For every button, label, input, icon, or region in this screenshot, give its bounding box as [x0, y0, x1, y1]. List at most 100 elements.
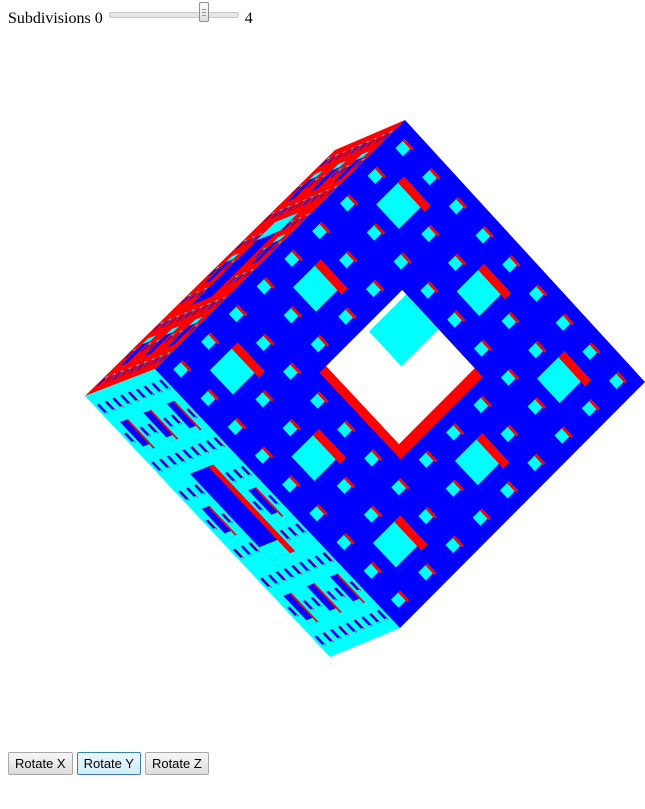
slider-min-label: 0: [94, 10, 103, 27]
top-face-hole-floor: [340, 166, 348, 174]
side-face-hole: [232, 548, 245, 560]
side-face-hole: [190, 464, 295, 561]
front-face-hole-floor: [344, 486, 353, 496]
front-face-hole-floor: [344, 543, 353, 552]
side-face-hole-edge: [172, 400, 202, 431]
top-face-hole: [234, 271, 247, 282]
top-face-hole-floor: [130, 365, 138, 373]
top-face-hole: [120, 335, 157, 366]
side-face-hole-edge: [141, 426, 152, 437]
side-face-hole: [349, 581, 362, 592]
top-face-hole: [168, 314, 180, 325]
top-face-hole-floor: [190, 292, 198, 300]
side-face-hole-floor: [182, 460, 186, 464]
side-face-hole: [151, 461, 163, 473]
side-face-hole: [166, 455, 179, 467]
front-face-hole-floor: [347, 204, 356, 214]
front-face-hole-floor: [427, 291, 437, 301]
front-face-hole-floor: [232, 373, 259, 399]
front-face-hole-floor: [181, 370, 190, 379]
front-face-hole-edge: [558, 351, 591, 387]
side-face-hole-edge: [289, 592, 319, 623]
side-face-hole-floor: [197, 454, 202, 457]
side-face-hole-floor: [294, 615, 299, 618]
slider-thumb[interactable]: [198, 2, 209, 22]
top-face-hole: [353, 158, 366, 169]
front-face-hole-floor: [262, 456, 272, 466]
webgl-canvas[interactable]: [0, 40, 645, 740]
side-face-hole-edge: [242, 545, 253, 556]
side-face-hole: [178, 490, 190, 502]
front-face-hole-floor: [426, 517, 435, 526]
top-face-hole-edge: [183, 311, 188, 315]
top-face-hole-floor: [360, 142, 368, 150]
side-face-hole: [135, 388, 148, 400]
front-face-hole-edge: [479, 508, 491, 521]
side-face-hole-edge: [137, 388, 148, 399]
side-face-hole-edge: [289, 526, 299, 537]
side-face-hole-edge: [289, 606, 299, 617]
front-face-hole-edge: [616, 371, 627, 384]
front-face-hole-edge: [371, 449, 383, 461]
top-face-hole-floor: [210, 259, 234, 281]
top-face-hole-edge: [155, 339, 160, 343]
top-face-hole-floor: [197, 289, 206, 297]
top-face-hole: [294, 198, 307, 209]
side-face-hole: [120, 394, 132, 406]
slider-track[interactable]: [108, 12, 239, 18]
side-face-hole: [139, 426, 152, 438]
side-face-hole: [174, 452, 187, 464]
front-face-hole-floor: [236, 315, 246, 324]
side-face-hole: [182, 449, 194, 460]
front-face-hole-edge: [428, 224, 440, 237]
rotate-x-button[interactable]: Rotate X: [8, 752, 73, 775]
top-face-hole: [310, 160, 347, 192]
top-face-hole-edge: [334, 153, 339, 157]
top-face-hole-floor: [375, 135, 384, 143]
side-face-hole-floor: [240, 557, 244, 560]
menger-sponge-render: [85, 120, 645, 657]
top-face-hole: [152, 321, 165, 332]
front-face-hole-edge: [291, 249, 303, 262]
front-face-hole-edge: [478, 264, 511, 300]
front-face-hole-floor: [453, 433, 463, 442]
side-face-hole: [330, 573, 365, 606]
top-face-hole-edge: [221, 296, 227, 300]
side-face-hole-edge: [122, 394, 132, 405]
top-face-hole-edge: [332, 160, 347, 171]
side-face-hole-edge: [160, 458, 171, 469]
front-face-hole-edge: [344, 420, 356, 432]
front-face-hole: [555, 313, 574, 333]
front-face-hole-floor: [456, 207, 465, 216]
top-face-hole-edge: [111, 372, 117, 376]
top-face-hole-floor: [352, 145, 360, 153]
side-face-hole: [96, 403, 109, 415]
top-face-hole-edge: [188, 316, 203, 326]
side-face-hole-floor: [213, 448, 217, 451]
rotate-z-button[interactable]: Rotate Z: [144, 752, 209, 775]
front-face-hole-edge: [347, 194, 359, 206]
top-face-hole: [270, 240, 282, 252]
side-face-hole-edge: [370, 613, 381, 623]
front-face-hole-floor: [559, 381, 585, 408]
top-face-hole: [120, 366, 132, 377]
side-face-hole-floor: [368, 624, 373, 627]
front-face-hole-edge: [234, 417, 246, 430]
front-face-hole-edge: [180, 360, 192, 372]
top-face-hole-floor: [312, 194, 320, 202]
side-face-hole-edge: [316, 635, 327, 646]
top-face-hole-edge: [308, 170, 323, 181]
top-face-hole-floor: [225, 262, 234, 270]
top-face-hole-edge: [234, 274, 239, 278]
top-face-hole: [203, 253, 240, 284]
top-face-hole: [282, 219, 295, 230]
top-face-hole-edge: [135, 363, 140, 367]
rotate-y-button[interactable]: Rotate Y: [76, 752, 141, 775]
side-face-hole: [201, 505, 237, 538]
top-face-hole-edge: [194, 323, 199, 327]
front-face-hole-edge: [455, 253, 466, 266]
top-face-hole: [365, 137, 378, 148]
side-face-hole-edge: [300, 561, 311, 572]
subdivisions-slider[interactable]: [107, 2, 241, 30]
side-face-hole-edge: [312, 583, 342, 613]
